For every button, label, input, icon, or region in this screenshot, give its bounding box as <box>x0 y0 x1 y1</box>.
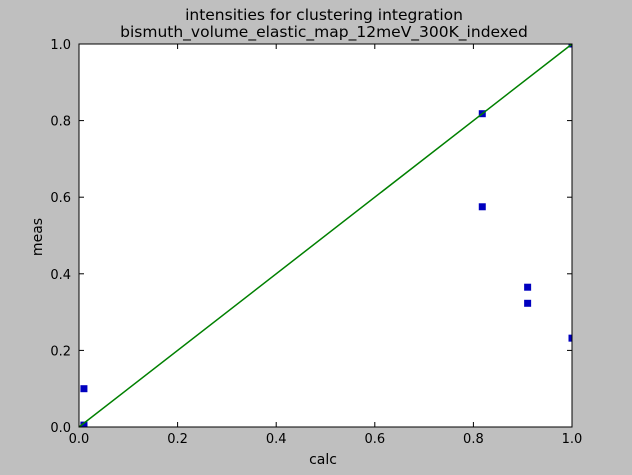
diagonal-line <box>79 44 572 427</box>
data-point <box>524 283 532 291</box>
data-point <box>478 203 486 211</box>
y-tick-label: 0.6 <box>50 191 71 206</box>
x-tick-label: 0.6 <box>364 432 385 447</box>
data-point <box>80 423 88 427</box>
y-tick-label: 0.4 <box>50 268 71 283</box>
x-tick-label: 0.4 <box>266 432 287 447</box>
y-tick-label: 0.2 <box>50 344 71 359</box>
x-tick-label: 0.0 <box>69 432 90 447</box>
plot-frame <box>78 43 573 428</box>
y-tick-label: 1.0 <box>50 38 71 53</box>
y-tick-label: 0.8 <box>50 115 71 130</box>
x-axis-label: calc <box>309 452 337 468</box>
data-point <box>80 385 88 393</box>
y-axis-label: meas <box>30 218 46 256</box>
x-tick-label: 1.0 <box>562 432 583 447</box>
chart-title-line-1: intensities for clustering integration <box>185 6 463 24</box>
chart-title-line-2: bismuth_volume_elastic_map_12meV_300K_in… <box>120 23 528 42</box>
y-tick-label: 0.0 <box>50 421 71 436</box>
data-series <box>79 44 572 427</box>
axis-ticks: 0.0 0.2 0.4 0.6 0.8 1.0 0.0 0.2 0.4 0.6 0.8 1.0 <box>50 38 582 447</box>
data-point <box>524 299 532 307</box>
x-tick-label: 0.8 <box>463 432 484 447</box>
data-point <box>568 334 572 342</box>
x-tick-label: 0.2 <box>167 432 188 447</box>
